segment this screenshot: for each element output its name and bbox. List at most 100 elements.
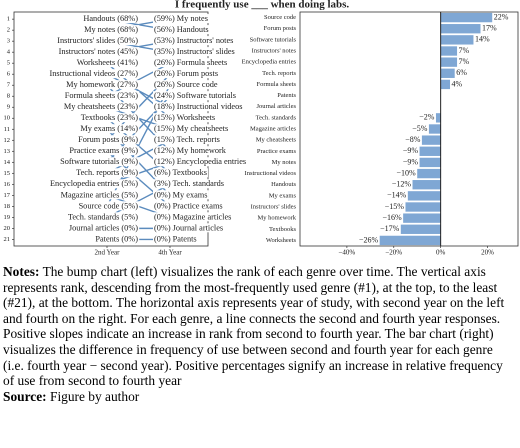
label-background xyxy=(48,179,140,189)
value-label: −16% xyxy=(382,213,402,222)
category-label: Patents xyxy=(277,92,296,99)
left-label: Formula sheets (23%) xyxy=(65,91,139,100)
left-label: My cheatsheets (23%) xyxy=(64,102,138,111)
bar xyxy=(417,168,441,179)
label-background xyxy=(153,223,225,233)
label-background xyxy=(79,124,140,134)
y-tick-label: 4 xyxy=(7,49,11,56)
left-label: Practice exams (9%) xyxy=(69,146,138,155)
label-background xyxy=(62,102,140,112)
category-label: Journal articles xyxy=(256,103,296,110)
label-background xyxy=(153,146,228,156)
label-background xyxy=(153,113,217,123)
y-tick-label: 13 xyxy=(4,148,11,155)
right-label: (53%) Instructors' notes xyxy=(154,36,233,45)
right-label: (35%) Instructors' slides xyxy=(154,47,235,56)
value-label: −5% xyxy=(412,124,428,133)
bar xyxy=(419,157,441,168)
y-tick-label: 17 xyxy=(4,192,11,199)
label-background xyxy=(153,69,220,79)
rank-line xyxy=(106,73,171,108)
right-label: (56%) Handouts xyxy=(154,25,209,34)
bar xyxy=(440,35,474,45)
y-tick-label: 5 xyxy=(7,60,10,67)
left-label: Instructors' notes (45%) xyxy=(59,47,139,56)
left-label: Handouts (68%) xyxy=(83,14,138,23)
label-background xyxy=(67,223,140,233)
y-tick-label: 12 xyxy=(4,137,11,144)
right-label: (26%) Formula sheets xyxy=(154,58,227,67)
category-label: My cheatsheets xyxy=(256,137,297,144)
source-line: Source: Figure by author xyxy=(3,389,515,405)
bar xyxy=(435,113,441,123)
x-tick-label: 4th Year xyxy=(158,249,182,257)
y-tick-label: 3 xyxy=(7,38,10,45)
right-label: (0%) Journal articles xyxy=(154,223,223,232)
label-background xyxy=(153,234,198,244)
right-label: (18%) Instructional videos xyxy=(154,102,242,111)
y-tick-label: 14 xyxy=(4,159,11,166)
value-label: −10% xyxy=(397,168,417,177)
y-tick-label: 16 xyxy=(4,181,11,188)
category-label: Tech. reports xyxy=(262,70,296,77)
left-label: Textbooks (23%) xyxy=(81,113,138,122)
x-tick-label: 2nd Year xyxy=(95,249,121,257)
bar xyxy=(440,68,455,78)
label-background xyxy=(94,234,140,244)
label-background xyxy=(83,25,140,35)
category-label: Forum posts xyxy=(264,25,297,32)
left-label: Instructors' slides (50%) xyxy=(57,36,138,45)
bar xyxy=(405,202,441,212)
label-background xyxy=(79,113,140,123)
value-label: 22% xyxy=(494,12,509,21)
right-label: (59%) My notes xyxy=(154,14,208,23)
right-label: (12%) My homework xyxy=(154,146,227,155)
bar xyxy=(428,124,441,134)
category-label: Formula sheets xyxy=(256,81,296,88)
y-tick-label: 2 xyxy=(7,27,10,34)
label-background xyxy=(153,179,225,189)
left-label: Worksheets (41%) xyxy=(77,58,139,67)
left-label: Source code (5%) xyxy=(79,201,139,210)
label-background xyxy=(63,91,140,101)
left-label: Patents (0%) xyxy=(95,234,138,243)
label-background xyxy=(77,201,140,211)
value-label: −2% xyxy=(419,113,435,122)
right-label: (3%) Tech. standards xyxy=(154,179,224,188)
label-background xyxy=(153,212,233,222)
bar xyxy=(440,12,493,23)
y-tick-label: 10 xyxy=(4,115,11,122)
category-label: Encyclopedia entries xyxy=(242,59,297,66)
x-tick-label: 20% xyxy=(481,249,494,257)
value-label: −8% xyxy=(405,135,421,144)
y-tick-label: 7 xyxy=(7,82,11,89)
notes-label: Notes: xyxy=(3,264,40,279)
label-background xyxy=(153,80,219,90)
value-label: −14% xyxy=(387,191,407,200)
x-tick-label: −40% xyxy=(338,249,355,257)
value-label: −12% xyxy=(392,180,412,189)
label-background xyxy=(153,25,210,35)
right-label: (0%) Magazine articles xyxy=(154,212,231,221)
notes-text: The bump chart (left) visualizes the ran… xyxy=(3,264,505,389)
label-background xyxy=(153,58,229,68)
category-label: Magazine articles xyxy=(250,125,296,132)
value-label: 14% xyxy=(475,35,490,44)
category-label: Instructors' notes xyxy=(252,47,297,54)
value-label: −9% xyxy=(403,146,419,155)
category-label: Worksheets xyxy=(266,237,297,244)
label-background xyxy=(59,190,140,200)
label-background xyxy=(153,91,238,101)
label-background xyxy=(48,69,140,79)
label-background xyxy=(56,36,140,46)
category-label: Textbooks xyxy=(269,226,296,233)
figure-title: I frequently use ___ when doing labs. xyxy=(175,0,350,11)
right-label: (24%) Software tutorials xyxy=(154,91,236,100)
value-label: 6% xyxy=(456,68,467,77)
value-label: −26% xyxy=(359,235,379,244)
bar xyxy=(403,213,441,223)
left-label: Forum posts (9%) xyxy=(78,135,138,144)
label-background xyxy=(153,124,230,134)
right-label: (15%) Tech. reports xyxy=(154,135,220,144)
